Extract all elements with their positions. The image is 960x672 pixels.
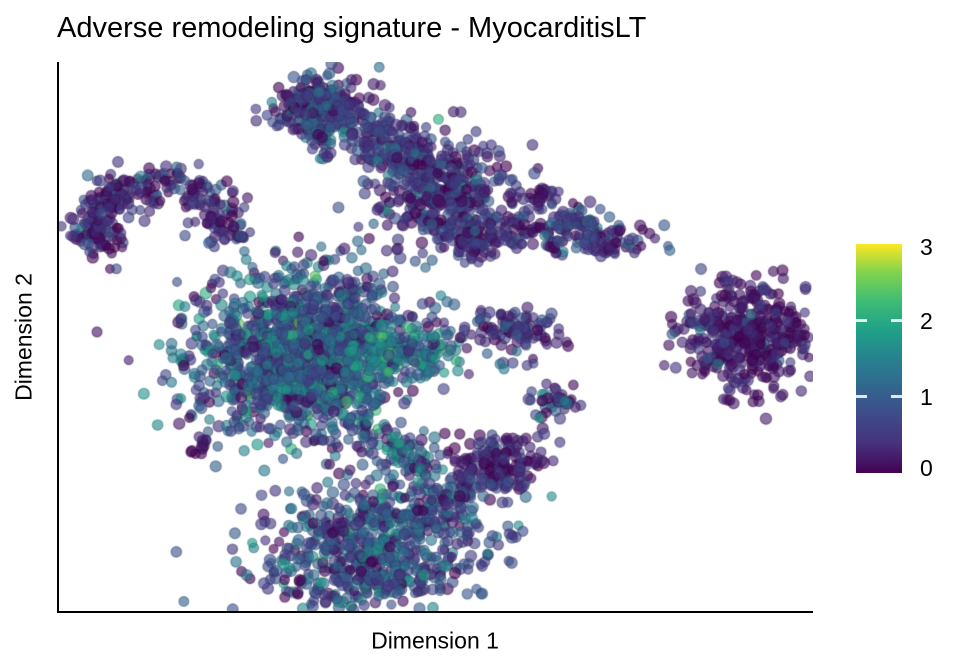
colorbar-tickmark-2-left bbox=[856, 319, 867, 322]
scatter-canvas bbox=[59, 62, 813, 611]
colorbar-tick-label-3: 3 bbox=[920, 234, 933, 260]
colorbar-tickmark-1-right bbox=[891, 395, 902, 398]
colorbar-tick-label-2: 2 bbox=[920, 308, 933, 334]
colorbar-tickmark-2-right bbox=[891, 319, 902, 322]
colorbar-tick-label-1: 1 bbox=[920, 384, 933, 410]
colorbar-gradient bbox=[856, 244, 902, 473]
y-axis-label: Dimension 2 bbox=[10, 273, 37, 401]
colorbar-tick-label-0: 0 bbox=[920, 455, 933, 481]
chart-title: Adverse remodeling signature - Myocardit… bbox=[57, 12, 647, 44]
plot-area bbox=[57, 62, 813, 613]
colorbar-tickmark-1-left bbox=[856, 395, 867, 398]
x-axis-label: Dimension 1 bbox=[371, 627, 499, 654]
